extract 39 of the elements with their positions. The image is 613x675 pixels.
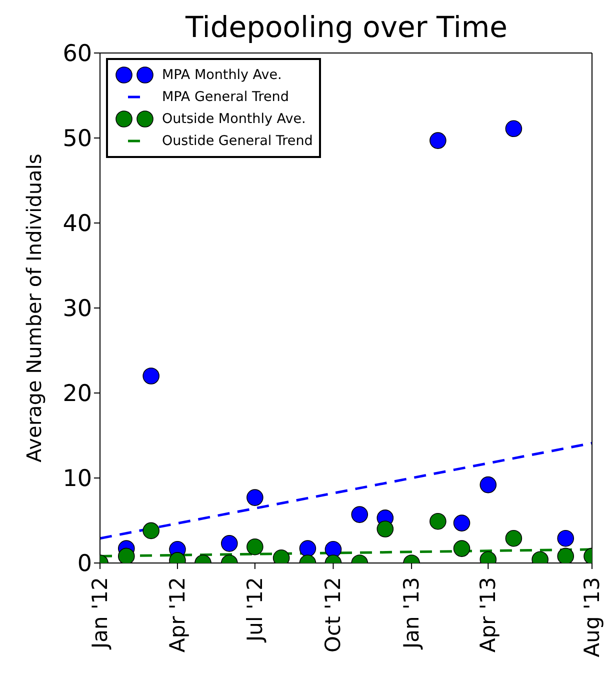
- y-tick-label: 40: [62, 211, 92, 238]
- y-axis-title: Average Number of Individuals: [22, 154, 46, 462]
- y-tick-label: 30: [62, 296, 92, 322]
- point: [505, 530, 522, 547]
- x-tick-label: Apr '13: [476, 577, 500, 652]
- point: [351, 506, 368, 523]
- x-tick-label: Jan '13: [400, 577, 424, 651]
- point: [246, 489, 264, 506]
- point: [480, 476, 497, 494]
- point: [430, 132, 446, 149]
- point: [142, 368, 160, 384]
- x-tick-label: Apr '12: [165, 577, 190, 652]
- point: [220, 535, 238, 552]
- point: [376, 520, 394, 538]
- y-tick-label: 50: [62, 126, 92, 152]
- point: [505, 120, 522, 138]
- legend-label: Outside Monthly Ave.: [162, 110, 306, 129]
- point: [246, 538, 264, 556]
- point: [453, 514, 470, 532]
- y-tick-label: 20: [62, 381, 92, 408]
- y-tick-label: 60: [62, 41, 92, 68]
- x-tick-label: Oct '12: [321, 577, 346, 652]
- point: [430, 512, 446, 530]
- point: [118, 548, 135, 563]
- legend-label: MPA Monthly Ave.: [162, 66, 282, 85]
- point: [557, 530, 574, 547]
- y-tick-label: 0: [77, 551, 92, 578]
- x-tick-label: Aug '13: [580, 577, 604, 658]
- legend-label: MPA General Trend: [162, 88, 289, 107]
- x-tick-label: Jul '12: [242, 577, 267, 644]
- point: [557, 548, 574, 563]
- point: [324, 541, 342, 558]
- point: [142, 522, 160, 540]
- legend-label: Oustide General Trend: [162, 132, 313, 151]
- point: [299, 540, 316, 557]
- x-tick-label: Jan '12: [88, 577, 112, 651]
- point: [453, 540, 470, 557]
- chart-title: Tidepooling over Time: [184, 10, 508, 44]
- y-tick-label: 10: [62, 466, 92, 492]
